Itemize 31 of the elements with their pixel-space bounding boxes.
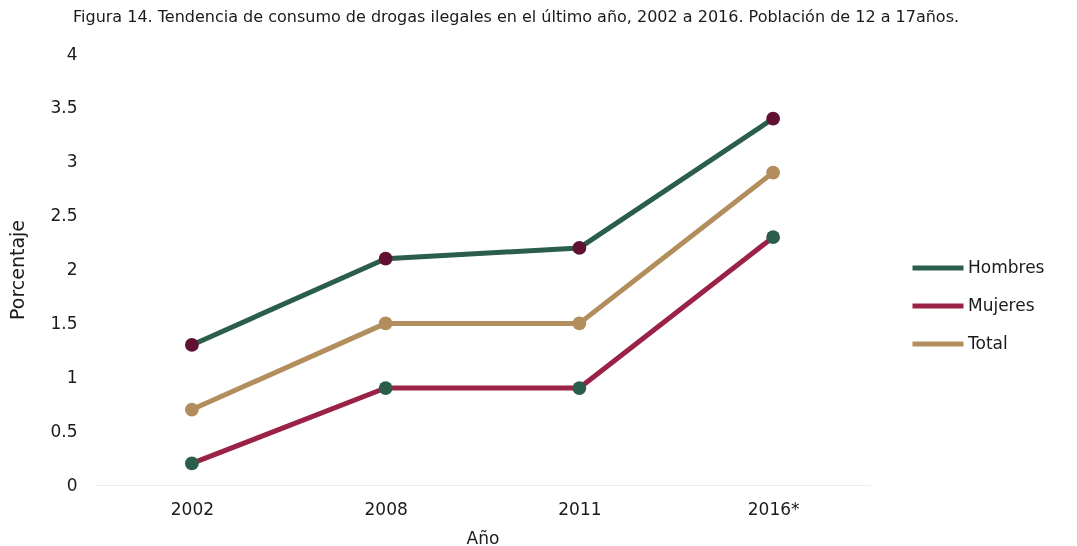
- point: [766, 230, 781, 245]
- y-tick-label: 1: [66, 366, 78, 387]
- x-tick-label: 2016*: [747, 498, 800, 519]
- legend-label: Hombres: [968, 257, 1045, 277]
- chart-title: Figura 14. Tendencia de consumo de drogas ilegales en el último año, 2002 a 2016. Población de 12 a 17años.: [73, 7, 960, 26]
- y-axis-title: Porcentaje: [6, 219, 29, 321]
- legend-label: Mujeres: [968, 295, 1035, 315]
- y-tick-label: 4: [66, 43, 78, 64]
- point: [378, 251, 393, 266]
- point: [184, 338, 199, 352]
- point: [766, 111, 781, 126]
- point: [766, 165, 781, 180]
- y-tick-label: 3: [66, 151, 78, 172]
- x-tick-label: 2002: [170, 498, 215, 519]
- point: [572, 316, 587, 331]
- y-tick-label: 0.5: [50, 420, 78, 441]
- point: [184, 456, 199, 471]
- y-tick-label: 2.5: [50, 205, 78, 226]
- point: [184, 402, 199, 417]
- point: [572, 241, 587, 255]
- y-tick-label: 2: [66, 259, 78, 279]
- x-tick-label: 2008: [364, 498, 408, 519]
- point: [572, 381, 587, 395]
- point: [378, 381, 393, 395]
- y-tick-label: 3.5: [50, 97, 78, 118]
- x-tick-label: 2011: [558, 498, 602, 519]
- y-tick-label: 0: [66, 474, 78, 495]
- x-axis-title: Año: [466, 527, 500, 546]
- y-tick-label: 1.5: [50, 312, 78, 333]
- point: [378, 316, 393, 331]
- legend-label: Total: [967, 333, 1008, 353]
